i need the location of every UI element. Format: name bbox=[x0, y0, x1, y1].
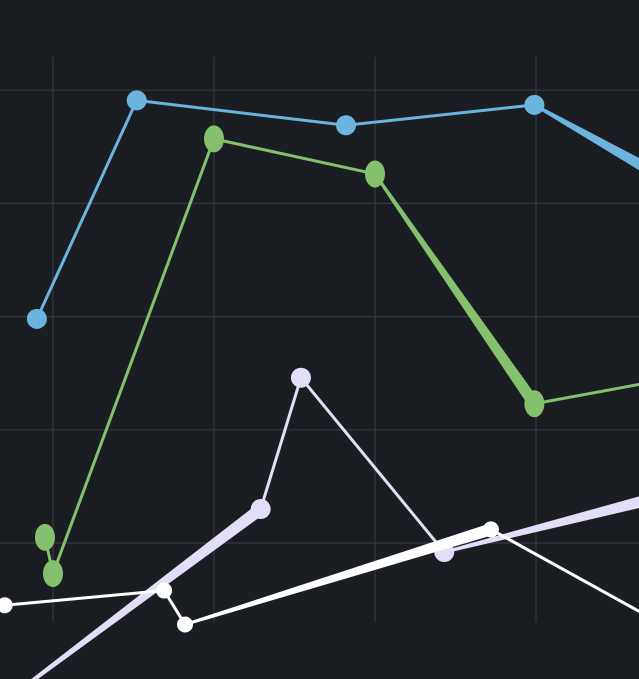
series-3-point-1 bbox=[156, 582, 173, 599]
series-1-point-0 bbox=[34, 523, 55, 551]
series-1-segment-2 bbox=[212, 137, 377, 176]
series-3-segment-3 bbox=[489, 527, 639, 614]
series-3 bbox=[0, 521, 639, 633]
series-1-point-4 bbox=[524, 390, 545, 418]
series-2-point-2 bbox=[290, 367, 311, 388]
series-2-segment-2 bbox=[299, 376, 446, 554]
series-0-segment-3 bbox=[533, 103, 639, 171]
series-0-point-0 bbox=[26, 308, 47, 329]
series-0-segment-2 bbox=[344, 103, 536, 127]
series-3-segment-2 bbox=[184, 523, 493, 626]
series-0 bbox=[26, 90, 639, 329]
series-3-point-0 bbox=[0, 597, 13, 614]
series-0-point-2 bbox=[336, 115, 357, 136]
series-0-segment-1 bbox=[135, 98, 348, 127]
series-1-point-1 bbox=[43, 560, 63, 588]
series-1-segment-4 bbox=[532, 382, 639, 406]
series-2-point-1 bbox=[250, 499, 271, 520]
series-0-point-3 bbox=[524, 94, 545, 115]
series-2-segment-1 bbox=[259, 376, 303, 511]
series-1-segment-3 bbox=[373, 173, 540, 408]
series-3-point-3 bbox=[482, 521, 499, 538]
series-2 bbox=[31, 367, 639, 679]
series-1-segment-1 bbox=[51, 137, 216, 576]
series-0-segment-0 bbox=[35, 98, 139, 321]
chart-series-layer bbox=[0, 90, 639, 679]
series-1-point-2 bbox=[204, 125, 224, 153]
series-0-point-1 bbox=[126, 90, 147, 111]
series-3-segment-0 bbox=[3, 589, 166, 607]
series-2-segment-3 bbox=[443, 496, 639, 554]
series-3-point-2 bbox=[177, 616, 194, 633]
series-1 bbox=[34, 125, 639, 588]
series-1-point-3 bbox=[365, 160, 385, 188]
chart-grid bbox=[0, 57, 639, 622]
